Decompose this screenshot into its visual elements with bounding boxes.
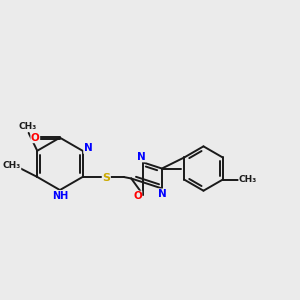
Text: CH₃: CH₃ <box>3 161 21 170</box>
Text: CH₃: CH₃ <box>239 175 257 184</box>
Text: NH: NH <box>52 190 69 201</box>
Text: O: O <box>31 133 40 143</box>
Text: S: S <box>102 173 110 184</box>
Text: N: N <box>158 189 167 199</box>
Text: N: N <box>84 143 92 153</box>
Text: CH₃: CH₃ <box>19 122 37 131</box>
Text: N: N <box>137 152 146 162</box>
Text: O: O <box>133 191 142 201</box>
